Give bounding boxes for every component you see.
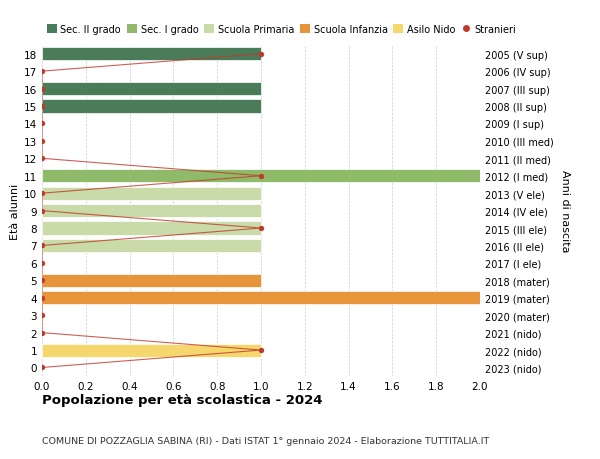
Point: [37, 68, 47, 76]
Point: [37, 329, 47, 336]
Bar: [42, 187, 261, 200]
Point: [256, 225, 266, 232]
Point: [37, 207, 47, 215]
Point: [256, 51, 266, 58]
Legend: Sec. II grado, Sec. I grado, Scuola Primaria, Scuola Infanzia, Asilo Nido, Stran: Sec. II grado, Sec. I grado, Scuola Prim…: [47, 24, 517, 34]
Point: [37, 138, 47, 145]
Point: [256, 173, 266, 180]
Point: [37, 364, 47, 371]
Bar: [42, 222, 261, 235]
Bar: [42, 100, 261, 113]
Point: [37, 86, 47, 93]
Bar: [42, 170, 480, 183]
Bar: [42, 291, 480, 305]
Bar: [42, 83, 261, 96]
Y-axis label: Anni di nascita: Anni di nascita: [560, 170, 570, 252]
Bar: [42, 274, 261, 287]
Point: [37, 312, 47, 319]
Point: [37, 121, 47, 128]
Point: [37, 155, 47, 162]
Text: COMUNE DI POZZAGLIA SABINA (RI) - Dati ISTAT 1° gennaio 2024 - Elaborazione TUTT: COMUNE DI POZZAGLIA SABINA (RI) - Dati I…: [42, 436, 489, 445]
Point: [37, 103, 47, 111]
Bar: [42, 48, 261, 61]
Point: [37, 190, 47, 197]
Point: [37, 242, 47, 250]
Point: [37, 260, 47, 267]
Y-axis label: Età alunni: Età alunni: [10, 183, 20, 239]
Bar: [42, 205, 261, 218]
Text: Popolazione per età scolastica - 2024: Popolazione per età scolastica - 2024: [42, 393, 323, 406]
Point: [37, 294, 47, 302]
Point: [37, 277, 47, 285]
Bar: [42, 240, 261, 252]
Bar: [42, 344, 261, 357]
Point: [256, 347, 266, 354]
